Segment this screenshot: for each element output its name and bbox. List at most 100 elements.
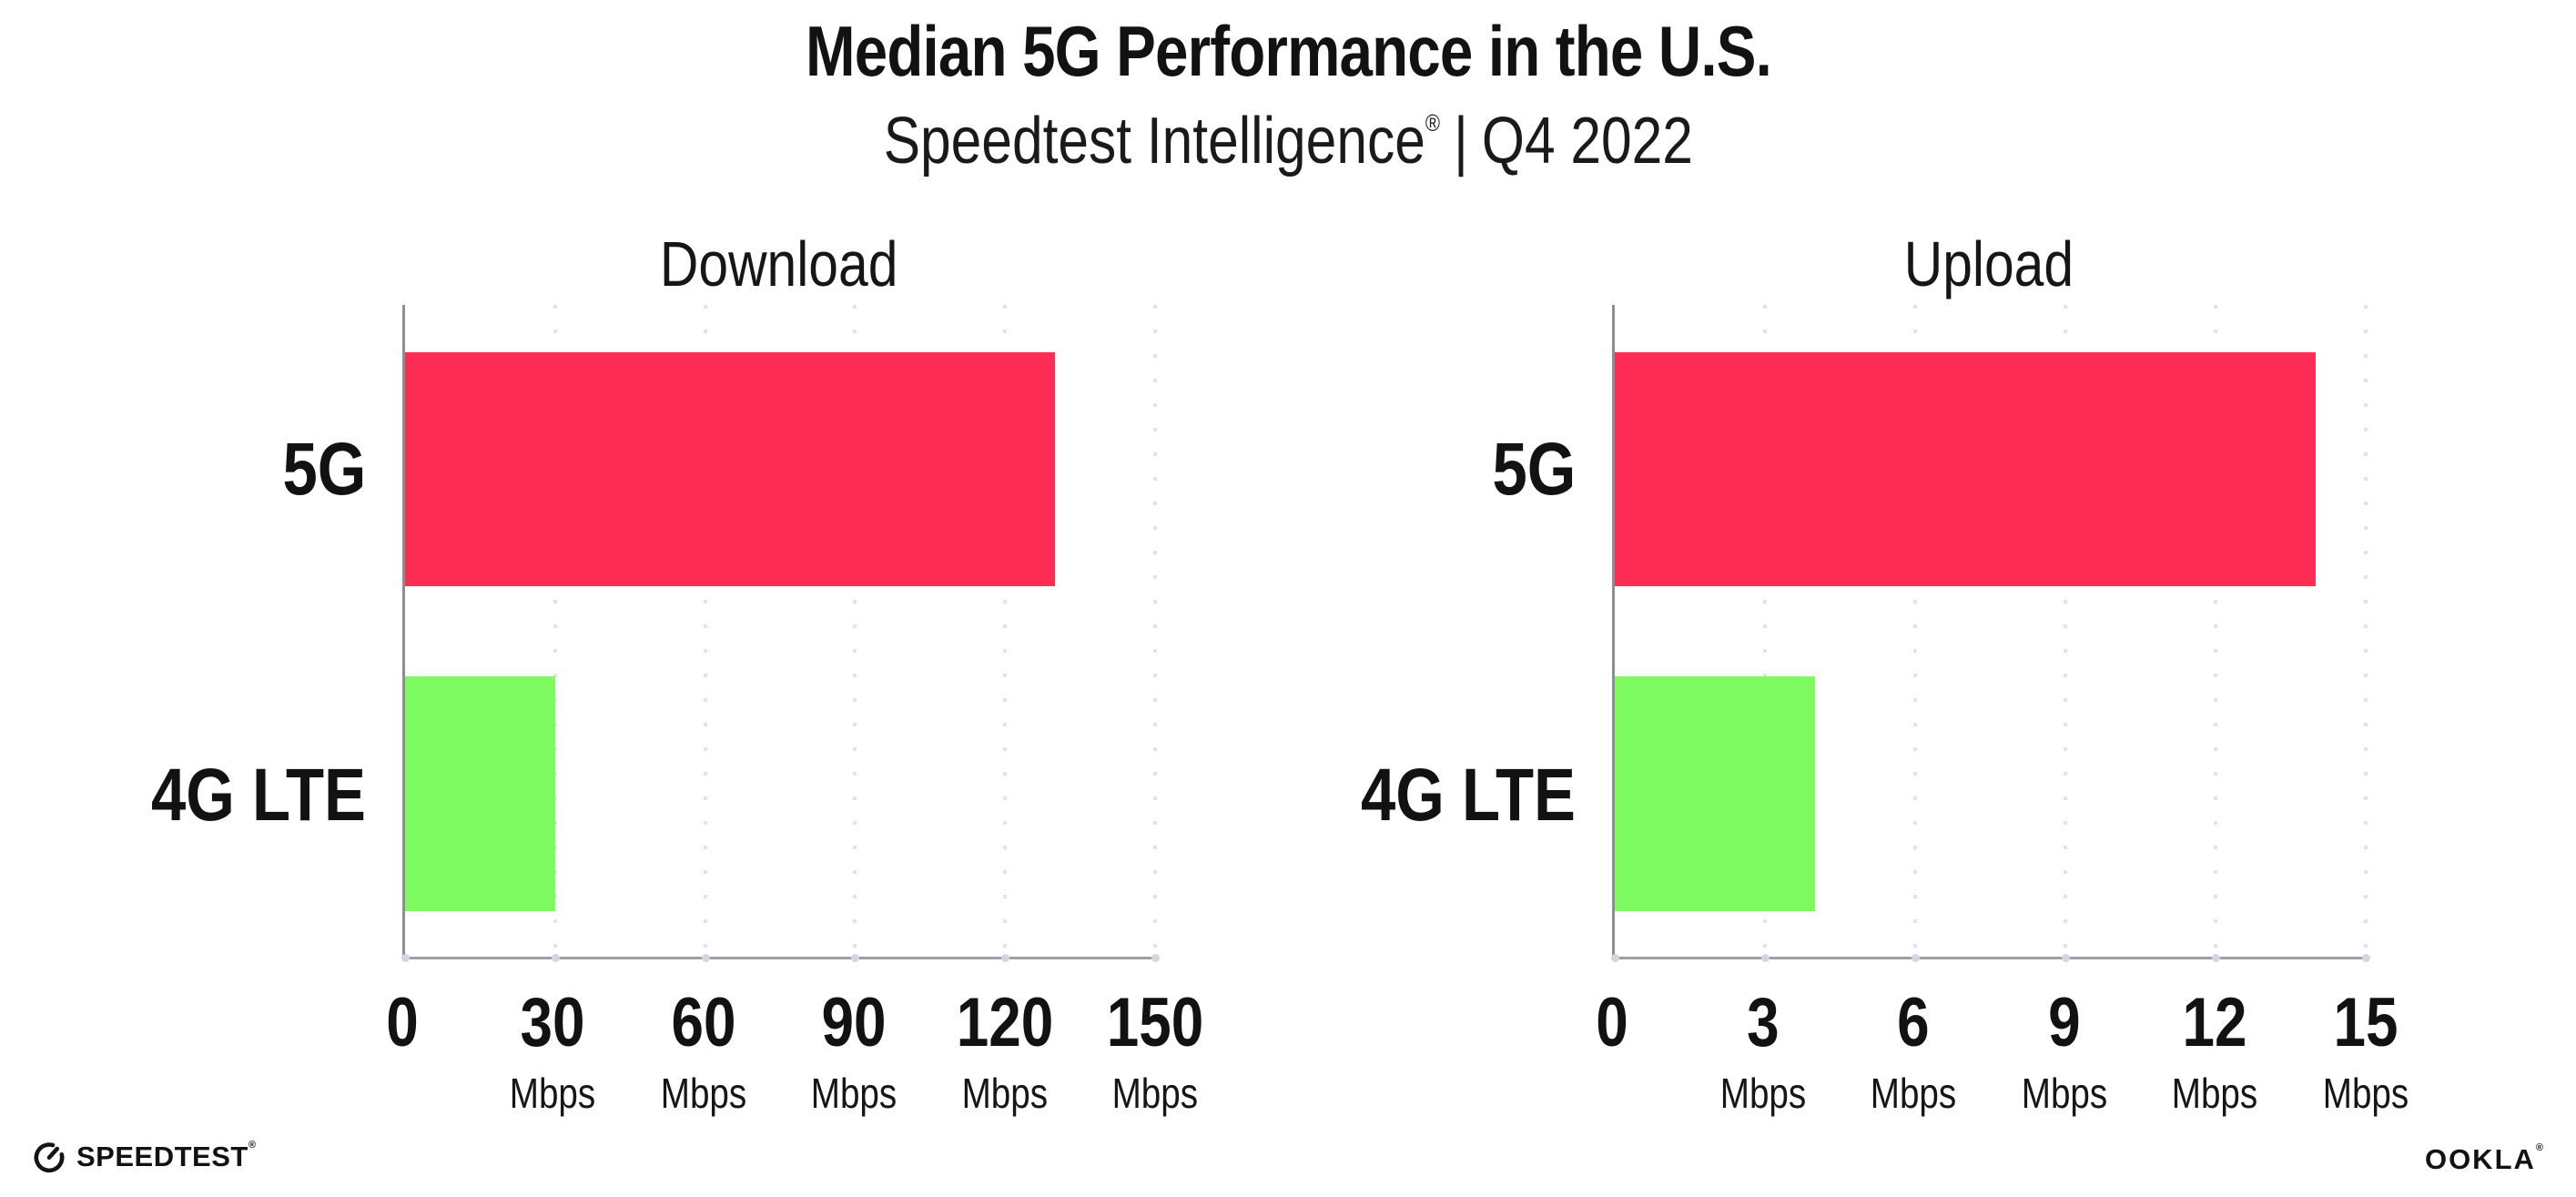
ookla-registered-mark: ® [2535,1142,2545,1153]
page-subtitle: Speedtest Intelligence® | Q4 2022 [0,105,2576,178]
x-tick-value: 3 [1711,989,1813,1058]
x-tick-value-text: 150 [1106,984,1204,1061]
axis-tick-dot [1001,954,1010,962]
page-title: Median 5G Performance in the U.S. [0,11,2576,91]
category-label-5g: 5G [0,432,366,507]
x-tick-unit-text: Mbps [1719,1070,1806,1117]
speedtest-logo-text: SPEEDTEST® [76,1139,257,1172]
x-tick-value-text: 0 [1596,984,1628,1061]
x-tick-unit: Mbps [1862,1072,1964,1114]
x-tick-unit: Mbps [2013,1072,2115,1114]
axis-tick-dot [701,954,710,962]
x-tick-value-text: 0 [386,984,419,1061]
x-tick-15-mbps: 15 Mbps [2315,989,2417,1115]
bar-4g-lte [405,676,555,911]
gridline [1003,305,1008,957]
x-tick-value: 30 [502,989,603,1058]
speedtest-logo: SPEEDTEST® [31,1138,256,1174]
gridline [2364,305,2368,957]
x-tick-value: 150 [1098,989,1213,1058]
category-label-text: 5G [282,428,366,512]
gridline [553,305,557,957]
chart-title-upload: Upload [1612,229,2366,299]
x-tick-value: 15 [2315,989,2417,1058]
axis-tick-dot [1912,954,1920,962]
x-tick-value: 12 [2164,989,2266,1058]
x-tick-unit-text: Mbps [2021,1070,2108,1117]
axis-tick-dot [851,954,860,962]
x-tick-0-mbps: 0 [1593,989,1631,1058]
registered-mark: ® [1425,109,1440,137]
x-tick-30-mbps: 30 Mbps [502,989,603,1115]
chart-title-text: Download [659,228,898,299]
subtitle-period: Q4 2022 [1481,105,1693,178]
x-tick-value-text: 9 [2048,984,2081,1061]
x-tick-unit: Mbps [2315,1072,2417,1114]
ookla-wordmark: OOKLA [2424,1143,2536,1175]
axis-tick-dot [2062,954,2070,962]
page-title-text: Median 5G Performance in the U.S. [805,11,1772,91]
gridline [1763,305,1767,957]
subtitle-brand: Speedtest Intelligence [883,105,1425,178]
x-tick-unit-text: Mbps [1111,1070,1199,1117]
x-tick-value-text: 30 [520,984,585,1061]
category-label-4g-lte: 4G LTE [1193,758,1576,833]
x-tick-unit-text: Mbps [660,1070,747,1117]
bar-5g [405,351,1056,587]
category-label-5g: 5G [1193,432,1576,507]
axis-tick-dot [1611,954,1619,962]
axis-tick-dot [1151,954,1160,962]
speedtest-registered-mark: ® [248,1139,257,1151]
x-tick-unit-text: Mbps [810,1070,898,1117]
x-tick-value-text: 3 [1746,984,1780,1061]
gridline [2214,305,2217,957]
x-tick-value: 0 [383,989,421,1058]
x-tick-unit: Mbps [1711,1072,1813,1114]
x-tick-unit-text: Mbps [1870,1070,1957,1117]
category-label-text: 5G [1492,428,1576,512]
gridline [2064,305,2067,957]
x-tick-value: 90 [803,989,905,1058]
ookla-logo: OOKLA® [2424,1142,2545,1175]
x-tick-9-mbps: 9 Mbps [2013,984,2115,1115]
x-tick-value: 6 [1862,989,1964,1058]
x-tick-value-text: 15 [2333,984,2399,1061]
axis-tick-dot [2212,954,2220,962]
x-tick-value-text: 60 [671,984,736,1061]
speedtest-gauge-icon [34,1142,65,1173]
chart-title-text: Upload [1903,228,2074,299]
x-tick-unit-text: Mbps [961,1070,1048,1117]
axis-tick-dot [551,954,560,962]
axis-tick-dot [401,954,410,962]
x-tick-0-mbps: 0 [383,989,421,1058]
x-tick-150-mbps: 150 Mbps [1098,989,1213,1117]
bar-5g [1615,351,2316,587]
x-tick-unit: Mbps [803,1072,905,1114]
gridline [1913,305,1917,957]
x-tick-value-text: 6 [1897,984,1930,1061]
x-tick-unit: Mbps [947,1072,1062,1114]
plot-area-upload [1611,305,2370,962]
x-tick-unit: Mbps [2164,1072,2266,1114]
axis-tick-dot [1761,954,1770,962]
gridline [853,305,857,957]
x-tick-unit-text: Mbps [2172,1070,2258,1117]
x-tick-6-mbps: 6 Mbps [1862,989,1964,1115]
axis-tick-dot [2362,954,2370,962]
bar-4g-lte [1615,676,1815,911]
chart-title-download: Download [402,229,1155,299]
x-tick-60-mbps: 60 Mbps [653,984,755,1115]
x-tick-90-mbps: 90 Mbps [803,989,905,1115]
category-label-text: 4G LTE [1360,754,1576,837]
x-tick-unit: Mbps [653,1072,755,1114]
x-tick-value-text: 120 [956,984,1053,1061]
x-tick-12-mbps: 12 Mbps [2164,989,2266,1115]
x-tick-120-mbps: 120 Mbps [947,989,1062,1115]
x-tick-value-text: 12 [2182,984,2247,1061]
speedtest-wordmark: SPEEDTEST [76,1140,248,1172]
gridline [703,305,707,957]
x-tick-unit: Mbps [502,1072,603,1114]
category-label-text: 4G LTE [150,754,366,837]
x-tick-value: 120 [947,989,1062,1058]
